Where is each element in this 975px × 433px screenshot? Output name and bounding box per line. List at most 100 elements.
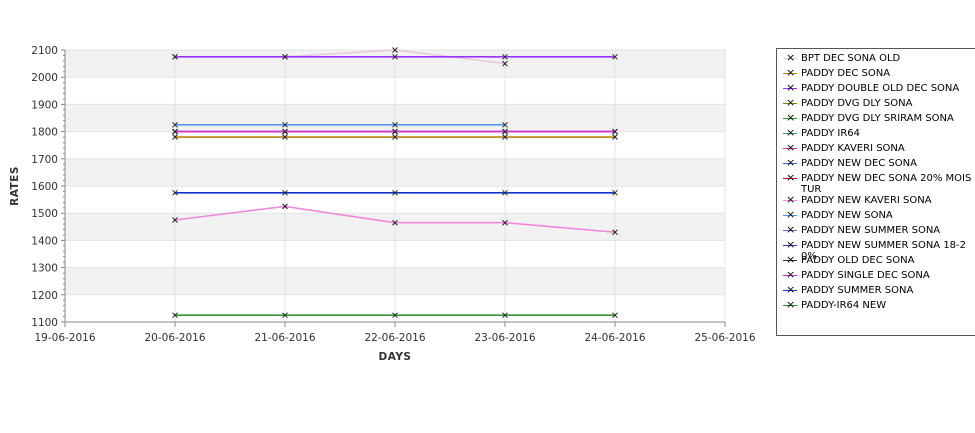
data-point [392,128,398,135]
data-point [172,121,178,128]
data-point [282,312,288,319]
legend-marker: × [783,298,797,311]
legend-item: × PADDY OLD DEC SONA [783,253,975,266]
legend-item: × PADDY NEW SUMMER SONA 18-20% [783,238,975,262]
data-point [502,134,508,140]
x-tick-label: 25-06-2016 [694,332,755,344]
data-point [612,312,618,319]
legend-marker: × [783,111,797,124]
legend-label: BPT DEC SONA OLD [801,53,901,64]
legend-marker: × [783,268,797,281]
data-point [392,219,398,226]
y-tick-label: 1600 [31,181,58,193]
data-point [172,217,178,223]
x-tick-label: 23-06-2016 [474,332,535,344]
data-point [172,189,178,196]
legend-label: PADDY NEW DEC SONA 20% MOISTUR [801,173,972,195]
legend-item: × PADDY SINGLE DEC SONA [783,268,975,281]
legend-label: PADDY DEC SONA [801,68,891,79]
y-tick-label: 1700 [31,154,58,166]
data-point [172,53,178,60]
data-point [502,128,508,135]
legend-label: PADDY NEW SONA [801,210,893,221]
legend-marker: × [783,51,797,64]
data-point [502,189,508,196]
legend-label: PADDY DVG DLY SONA [801,98,913,109]
x-tick-label: 19-06-2016 [34,332,95,344]
data-point [612,189,618,196]
data-point [502,60,508,67]
y-tick-label: 1900 [31,99,58,111]
y-axis-label: RATES [9,166,21,206]
data-point [392,121,398,128]
legend-item: × PADDY KAVERI SONA [783,141,975,154]
x-axis-label: DAYS [378,351,411,363]
x-tick-label: 24-06-2016 [584,332,645,344]
x-tick-label: 21-06-2016 [254,332,315,344]
data-point [392,47,398,53]
legend-item: × PADDY DVG DLY SONA [783,96,975,109]
legend-label: PADDY DVG DLY SRIRAM SONA [801,113,954,124]
data-point [282,121,288,128]
legend-marker: × [783,96,797,109]
data-point [502,53,508,60]
data-point [502,121,508,128]
y-tick-label: 1300 [31,263,58,275]
legend-marker: × [783,66,797,79]
legend-label: PADDY NEW DEC SONA [801,158,917,169]
legend-marker: × [783,223,797,236]
data-point [502,312,508,319]
legend-label: PADDY DOUBLE OLD DEC SONA [801,83,960,94]
legend-item: × PADDY DVG DLY SRIRAM SONA [783,111,975,124]
legend-item: × PADDY-IR64 NEW [783,298,975,311]
y-tick-label: 1500 [31,208,58,220]
legend-label: PADDY SINGLE DEC SONA [801,270,930,281]
data-point [612,134,618,140]
legend-label: PADDY IR64 [801,128,860,139]
legend-item: × PADDY NEW KAVERI SONA [783,193,975,206]
legend-label: PADDY KAVERI SONA [801,143,905,154]
legend-marker: × [783,126,797,139]
y-tick-label: 2100 [31,45,58,57]
legend-marker: × [783,253,797,266]
data-point [282,53,288,60]
data-point [282,134,288,140]
legend-marker: × [783,156,797,169]
legend-item: × BPT DEC SONA OLD [783,51,975,64]
data-point [502,219,508,226]
legend-marker: × [783,171,797,184]
legend-item: × PADDY DEC SONA [783,66,975,79]
legend-marker: × [783,238,797,251]
legend-marker: × [783,81,797,94]
y-tick-label: 1400 [31,235,58,247]
legend-item: × PADDY NEW SONA [783,208,975,221]
legend-marker: × [783,208,797,221]
x-tick-label: 20-06-2016 [144,332,205,344]
data-point [392,53,398,60]
data-point [392,189,398,196]
y-tick-label: 1800 [31,127,58,139]
data-point [392,312,398,319]
legend-marker: × [783,141,797,154]
legend-item: × PADDY IR64 [783,126,975,139]
legend-item: × PADDY SUMMER SONA [783,283,975,296]
legend-item: × PADDY NEW DEC SONA 20% MOISTUR [783,171,975,195]
data-point [612,128,618,135]
data-point [612,53,618,60]
data-point [282,203,288,210]
data-point [172,128,178,135]
x-tick-label: 22-06-2016 [364,332,425,344]
legend-item: × PADDY DOUBLE OLD DEC SONA [783,81,975,94]
legend-marker: × [783,193,797,206]
legend-item: × PADDY NEW DEC SONA [783,156,975,169]
chart-legend: × BPT DEC SONA OLD × PADDY DEC SONA × PADDY D… [776,48,975,336]
y-tick-label: 1200 [31,290,58,302]
legend-label: PADDY NEW SUMMER SONA 18-20% [801,240,967,262]
data-point [172,134,178,140]
legend-item: × PADDY NEW SUMMER SONA [783,223,975,236]
data-point [172,312,178,319]
data-point [282,128,288,135]
legend-marker: × [783,283,797,296]
